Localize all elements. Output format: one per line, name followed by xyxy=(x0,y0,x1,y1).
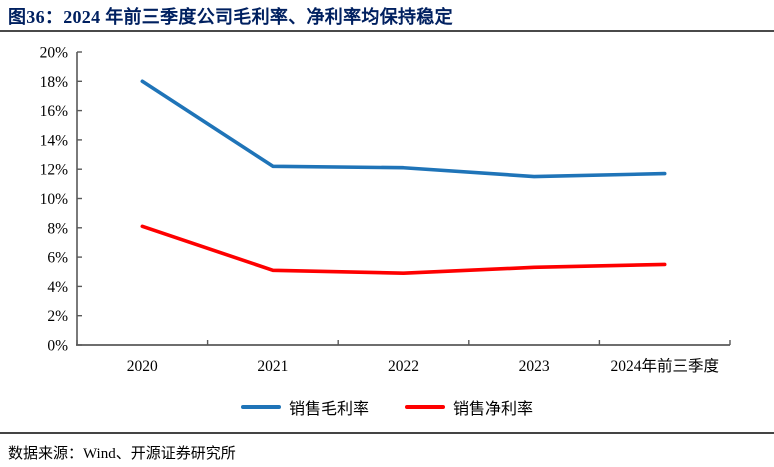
legend-swatch-net-margin xyxy=(405,405,445,409)
legend-item-gross-margin: 销售毛利率 xyxy=(240,395,369,419)
x-tick-label: 2024年前三季度 xyxy=(610,357,719,375)
line-chart: 0% 2% 4% 6% 8% 10% 12% 14% 16% 18% 20% 2020 2021 2022… xyxy=(40,45,731,375)
series-line-0 xyxy=(140,79,667,179)
x-tick-label: 2023 xyxy=(519,358,550,375)
page-title: 图36：2024 年前三季度公司毛利率、净利率均保持稳定 xyxy=(8,7,453,27)
legend: 销售毛利率 销售净利率 xyxy=(0,395,774,419)
x-tick-label: 2022 xyxy=(388,358,419,375)
y-tick-label: 12% xyxy=(40,162,69,179)
series-line-1 xyxy=(140,224,667,276)
data-source-text: 数据来源：Wind、开源证券研究所 xyxy=(8,446,236,462)
title-divider xyxy=(0,30,774,32)
y-tick-label: 6% xyxy=(47,250,68,267)
legend-swatch-gross-margin xyxy=(240,405,281,409)
footer: 数据来源：Wind、开源证券研究所 xyxy=(0,432,774,463)
y-tick-label: 16% xyxy=(40,103,69,120)
y-tick-label: 8% xyxy=(47,220,68,237)
legend-item-net-margin: 销售净利率 xyxy=(405,395,533,419)
y-tick-label: 0% xyxy=(47,338,68,355)
y-tick-label: 4% xyxy=(47,279,68,296)
legend-label-net-margin: 销售净利率 xyxy=(453,401,534,418)
y-tick-label: 10% xyxy=(40,191,69,208)
y-tick-label: 14% xyxy=(40,132,69,149)
x-tick-label: 2020 xyxy=(127,358,158,375)
x-tick-label: 2021 xyxy=(257,358,288,375)
y-tick-label: 20% xyxy=(40,45,69,62)
y-tick-label: 2% xyxy=(47,308,68,325)
legend-label-gross-margin: 销售毛利率 xyxy=(288,401,369,418)
y-tick-label: 18% xyxy=(40,74,69,91)
